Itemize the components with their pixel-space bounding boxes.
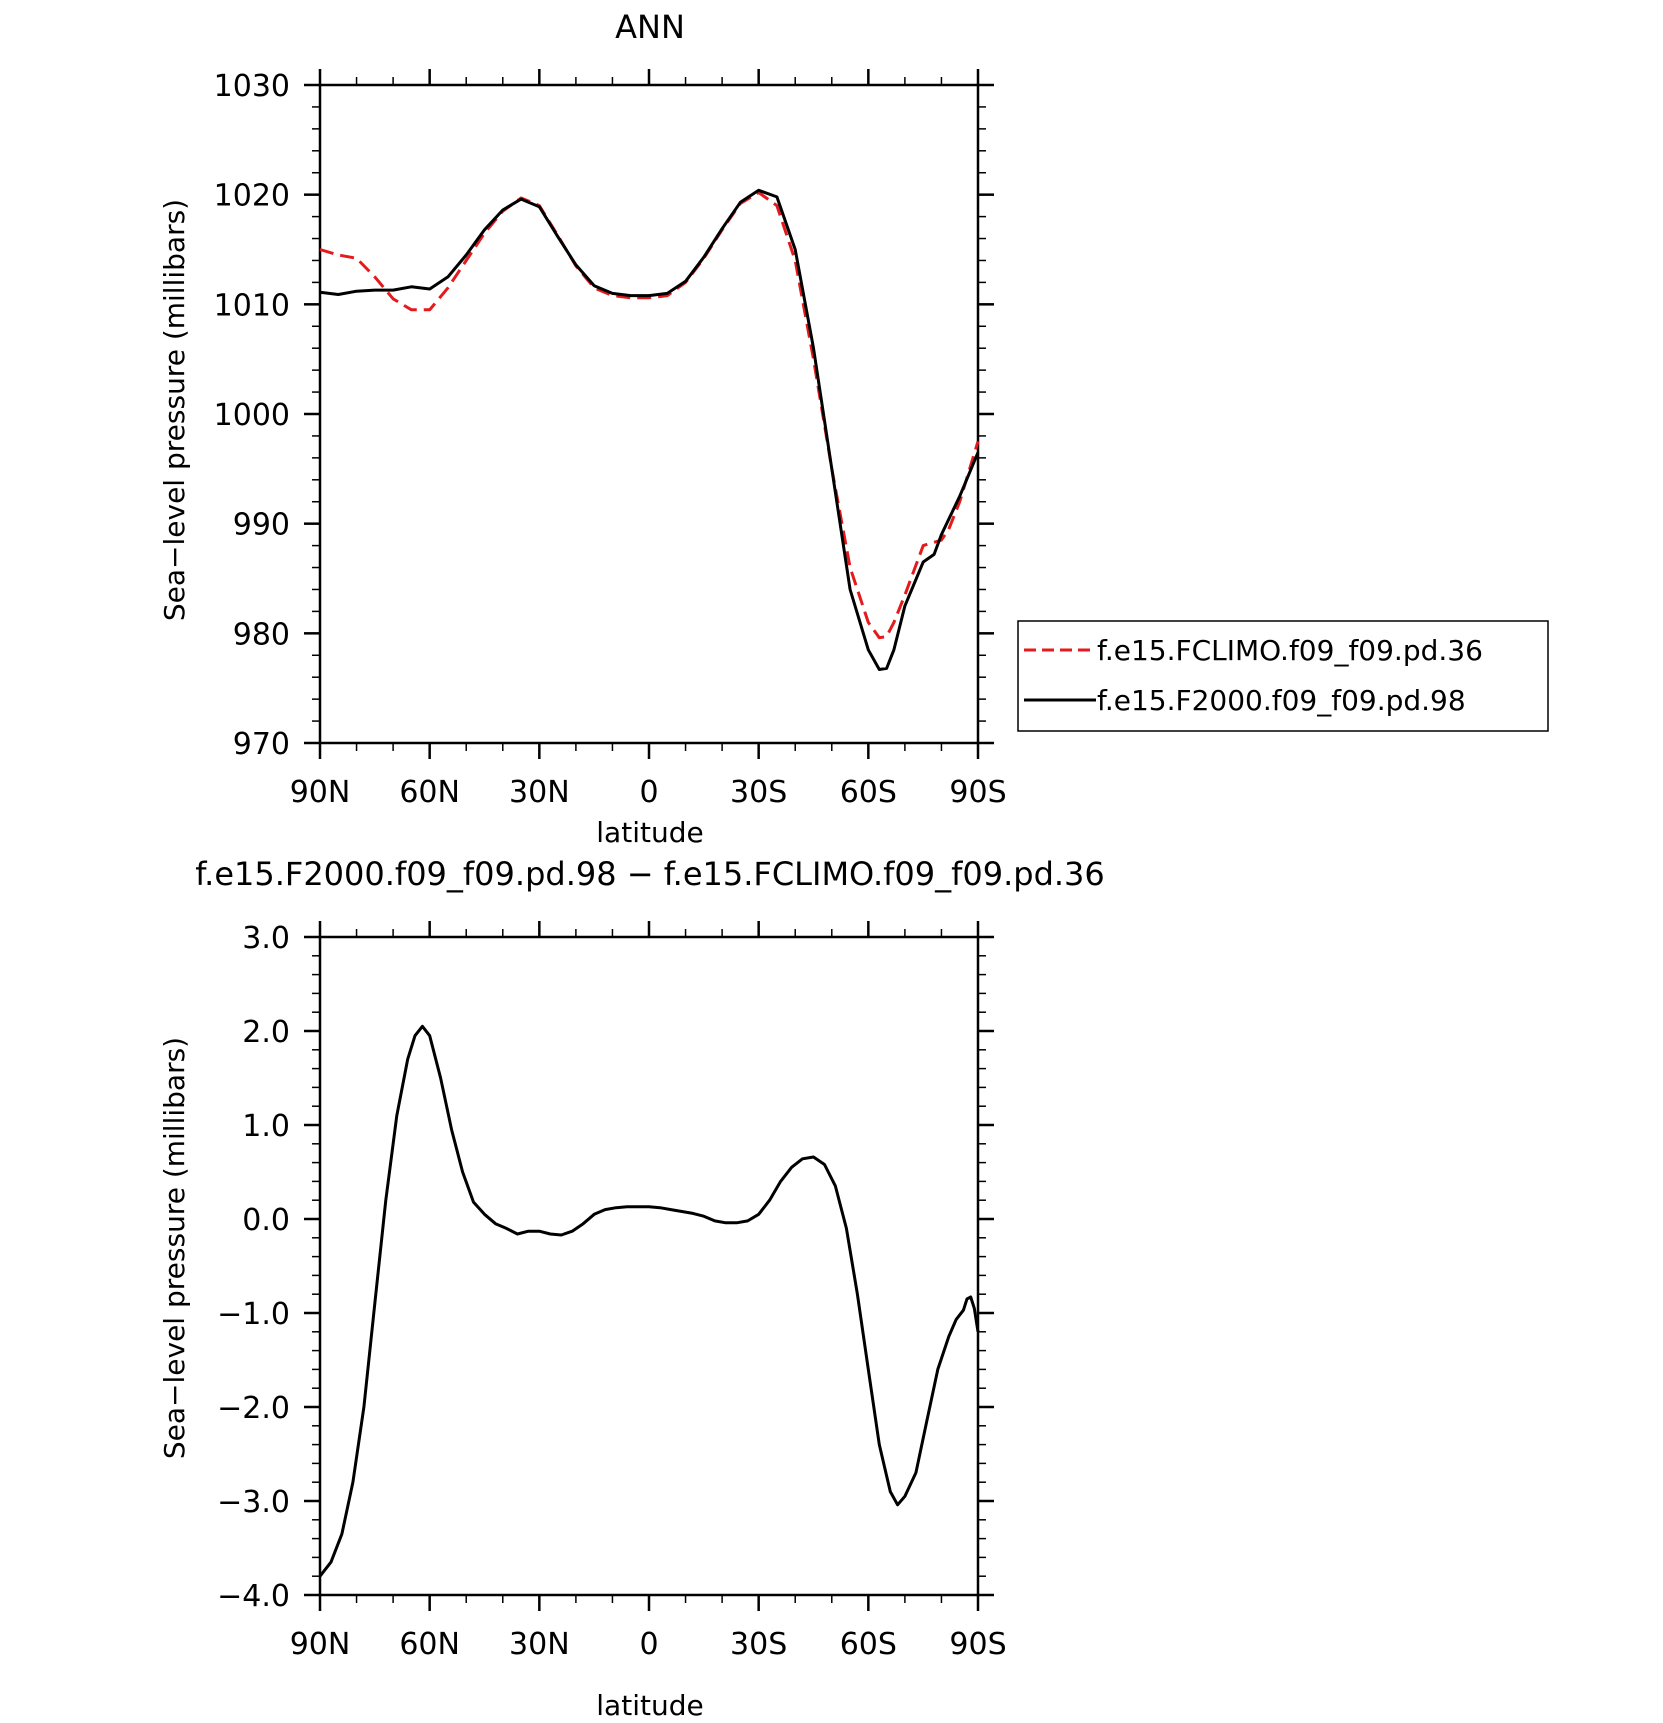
- top-y-tick-label: 980: [233, 617, 290, 652]
- bottom-x-axis-label: latitude: [596, 1689, 703, 1719]
- top-chart-title: ANN: [615, 8, 685, 46]
- top-x-axis-label: latitude: [596, 816, 703, 849]
- bottom-x-tick-label: 60N: [399, 1627, 460, 1662]
- legend: f.e15.FCLIMO.f09_f09.pd.36 f.e15.F2000.f…: [1017, 620, 1549, 732]
- top-x-tick-label: 90S: [949, 775, 1006, 810]
- bottom-y-tick-label: −2.0: [217, 1391, 290, 1426]
- bottom-y-tick-label: 2.0: [242, 1015, 290, 1050]
- top-x-tick-label: 30S: [730, 775, 787, 810]
- top-y-axis-label: Sea−level pressure (millibars): [158, 199, 191, 621]
- top-y-tick-label: 990: [233, 508, 290, 543]
- bottom-plot: −4.0 −3.0 −2.0 −1.0 0.0 1.0 2.0 3.0 90N 60N 30N 0 30…: [217, 921, 1007, 1662]
- top-x-tick-label: 0: [639, 775, 658, 810]
- plot-layer: 970 980 990 1000 1010 1020 1030 90N 60N 30N 0 30S 60…: [214, 69, 1007, 1662]
- bottom-x-tick-label: 90S: [949, 1627, 1006, 1662]
- top-series-line-f-e15-f2000-f09-f09-pd-98: [319, 188, 980, 671]
- bottom-x-tick-label: 30N: [509, 1627, 570, 1662]
- bottom-y-tick-label: 3.0: [242, 921, 290, 956]
- bottom-y-tick-label: 0.0: [242, 1203, 290, 1238]
- top-x-tick-label: 90N: [290, 775, 351, 810]
- top-x-tick-label: 60N: [399, 775, 460, 810]
- top-x-tick-label: 30N: [509, 775, 570, 810]
- top-plot: 970 980 990 1000 1010 1020 1030 90N 60N 30N 0 30S 60…: [214, 69, 1007, 810]
- top-y-tick-label: 1020: [214, 179, 290, 214]
- legend-box: [1017, 620, 1549, 732]
- top-y-tick-label: 970: [233, 727, 290, 762]
- top-plot-frame: [318, 83, 980, 745]
- bottom-x-tick-label: 30S: [730, 1627, 787, 1662]
- bottom-x-tick-label: 90N: [290, 1627, 351, 1662]
- top-y-tick-label: 1030: [214, 69, 290, 104]
- top-y-tick-label: 1010: [214, 288, 290, 323]
- bottom-x-tick-label: 60S: [840, 1627, 897, 1662]
- legend-label-fclimo: f.e15.FCLIMO.f09_f09.pd.36: [1097, 634, 1483, 667]
- bottom-y-axis-label: Sea−level pressure (millibars): [158, 1037, 191, 1459]
- bottom-series-line-difference: [318, 1024, 980, 1578]
- top-x-tick-label: 60S: [840, 775, 897, 810]
- bottom-plot-frame: [318, 935, 980, 1597]
- bottom-y-tick-label: 1.0: [242, 1109, 290, 1144]
- bottom-y-tick-label: −1.0: [217, 1297, 290, 1332]
- bottom-y-tick-label: −3.0: [217, 1485, 290, 1520]
- bottom-chart-title: f.e15.F2000.f09_f09.pd.98 − f.e15.FCLIMO…: [195, 855, 1105, 893]
- top-y-tick-label: 1000: [214, 398, 290, 433]
- bottom-x-tick-label: 0: [639, 1627, 658, 1662]
- top-series-line-f-e15-fclimo-f09-f09-pd-36: [319, 191, 980, 640]
- bottom-y-tick-label: −4.0: [217, 1579, 290, 1614]
- legend-label-f2000: f.e15.F2000.f09_f09.pd.98: [1097, 684, 1466, 717]
